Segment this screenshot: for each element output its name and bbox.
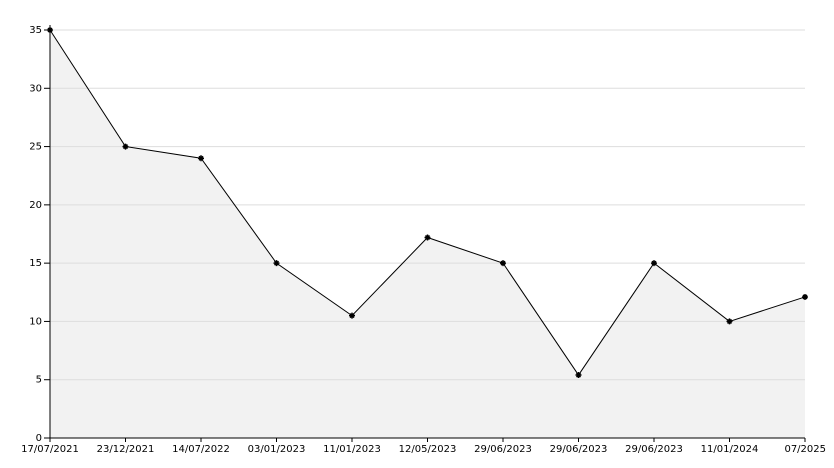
x-tick-label: 07/2025 [784,444,826,455]
marker [802,293,808,300]
y-tick-label: 5 [36,375,42,386]
x-tick-label: 29/06/2023 [550,444,608,455]
marker [726,318,733,325]
y-tick-label: 20 [29,200,42,211]
x-tick-label: 17/07/2021 [21,444,79,455]
marker [349,312,355,319]
marker [500,260,506,267]
x-tick-label: 12/05/2023 [399,444,457,455]
y-tick-label: 25 [29,142,42,153]
marker [651,260,657,267]
y-tick-label: 35 [29,25,42,36]
x-tick-label: 11/01/2023 [323,444,381,455]
y-tick-label: 30 [29,83,42,94]
y-tick-label: 10 [29,316,42,327]
x-tick-label: 29/06/2023 [625,444,683,455]
area [50,30,805,438]
x-tick-label: 14/07/2022 [172,444,230,455]
marker [122,143,129,150]
marker [575,372,582,379]
y-tick-label: 0 [36,433,42,444]
marker [424,234,431,241]
marker [198,155,204,162]
x-tick-label: 29/06/2023 [474,444,532,455]
x-tick-label: 11/01/2024 [701,444,759,455]
x-tick-label: 03/01/2023 [248,444,306,455]
x-tick-label: 23/12/2021 [97,444,155,455]
marker [273,260,280,267]
y-tick-label: 15 [29,258,42,269]
